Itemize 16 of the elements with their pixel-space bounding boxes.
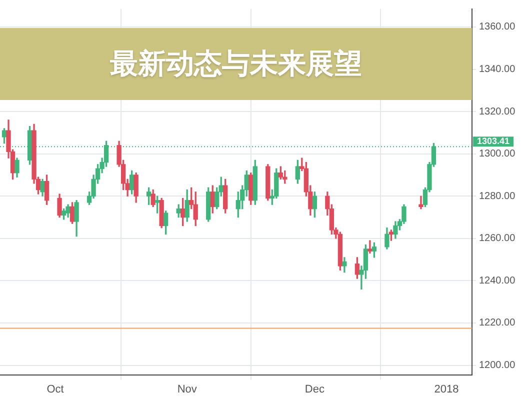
candlestick bbox=[418, 196, 424, 210]
y-tick-label: 1260.00 bbox=[479, 233, 516, 244]
y-tick-label: 1280.00 bbox=[479, 190, 516, 202]
x-tick-label: Oct bbox=[46, 383, 64, 396]
x-tick-label: Nov bbox=[177, 383, 198, 396]
y-tick-label: 1220.00 bbox=[479, 318, 516, 329]
y-tick-label: 1200.00 bbox=[479, 360, 516, 372]
x-tick-label: 2018 bbox=[434, 383, 459, 396]
y-tick-label: 1340.00 bbox=[479, 64, 516, 76]
y-tick-label: 1320.00 bbox=[479, 106, 516, 118]
candlestick bbox=[368, 240, 372, 254]
y-tick-label: 1360.00 bbox=[479, 22, 516, 33]
y-tick-label: 1300.00 bbox=[479, 148, 516, 160]
ref-line-label: 1303.41 bbox=[477, 136, 510, 146]
x-tick-label: Dec bbox=[304, 383, 325, 396]
y-tick-label: 1240.00 bbox=[479, 275, 516, 286]
